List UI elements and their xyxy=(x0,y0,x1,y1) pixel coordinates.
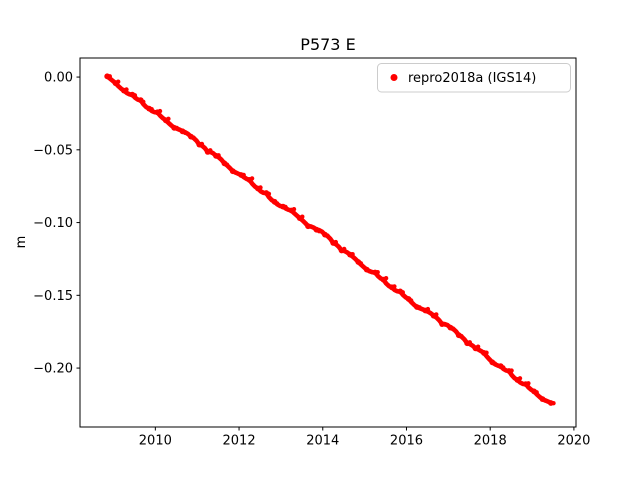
data-point xyxy=(551,401,556,406)
y-tick-label: −0.15 xyxy=(33,289,73,304)
legend: repro2018a (IGS14) xyxy=(377,63,571,93)
legend-box xyxy=(377,63,571,93)
data-point xyxy=(358,261,364,266)
data-point xyxy=(157,108,163,114)
data-point xyxy=(417,305,422,310)
data-point xyxy=(141,99,146,105)
data-point xyxy=(542,398,548,403)
data-point xyxy=(526,381,531,386)
chart-title: P573 E xyxy=(300,35,355,54)
x-tick-label: 2014 xyxy=(306,434,339,449)
data-point xyxy=(459,333,464,339)
plot-area: 2010 2012 2014 2016 2018 2020 0.00 −0.05 −0.10 −0… xyxy=(33,57,590,449)
data-point xyxy=(342,246,347,252)
data-point xyxy=(300,214,305,219)
legend-entry-label: repro2018a (IGS14) xyxy=(408,71,536,86)
data-point xyxy=(266,191,272,196)
data-point xyxy=(283,204,288,210)
data-point xyxy=(258,185,263,190)
y-tick-label: 0.00 xyxy=(44,71,73,86)
x-tick-label: 2012 xyxy=(223,434,256,449)
data-point xyxy=(375,270,380,275)
data-point xyxy=(409,298,414,303)
data-point xyxy=(191,135,196,140)
x-tick-label: 2018 xyxy=(474,434,507,449)
data-point xyxy=(450,327,456,332)
data-point xyxy=(316,229,322,234)
data-point xyxy=(116,79,121,84)
data-point xyxy=(517,376,523,381)
data-point xyxy=(216,153,221,158)
data-point xyxy=(233,170,238,175)
data-point xyxy=(149,107,154,112)
data-point xyxy=(132,93,138,98)
data-point xyxy=(509,368,514,373)
data-point xyxy=(434,312,439,317)
data-point xyxy=(534,390,539,395)
data-point xyxy=(383,276,389,281)
data-point xyxy=(174,125,179,131)
data-point xyxy=(492,361,498,366)
x-tick-label: 2020 xyxy=(557,434,590,449)
data-point xyxy=(325,233,330,238)
data-point xyxy=(182,130,188,135)
axes-spines xyxy=(79,57,577,428)
data-point xyxy=(484,350,489,355)
data-point xyxy=(475,344,481,349)
data-point xyxy=(467,340,472,345)
data-point xyxy=(199,141,205,147)
data-point xyxy=(208,148,213,153)
data-point xyxy=(400,290,405,295)
y-tick-label: −0.10 xyxy=(33,216,73,231)
legend-marker-icon xyxy=(390,74,398,81)
data-point xyxy=(367,268,372,274)
data-point xyxy=(124,87,129,92)
data-point xyxy=(442,322,447,327)
data-point xyxy=(275,201,280,206)
y-axis-label: m xyxy=(14,236,29,249)
x-tick-label: 2010 xyxy=(139,434,172,449)
data-point xyxy=(241,172,246,178)
y-tick-label: −0.20 xyxy=(33,362,73,377)
data-point xyxy=(107,74,113,79)
data-point xyxy=(249,176,255,181)
data-point xyxy=(308,224,313,229)
data-point xyxy=(501,365,506,370)
data-point xyxy=(392,284,397,289)
data-point xyxy=(291,207,297,212)
x-tick-label: 2016 xyxy=(390,434,423,449)
y-tick-label: −0.05 xyxy=(33,143,73,158)
data-point xyxy=(333,239,338,245)
data-point xyxy=(425,306,431,312)
data-point xyxy=(166,116,171,122)
data-point xyxy=(224,162,230,167)
data-point xyxy=(350,252,355,257)
